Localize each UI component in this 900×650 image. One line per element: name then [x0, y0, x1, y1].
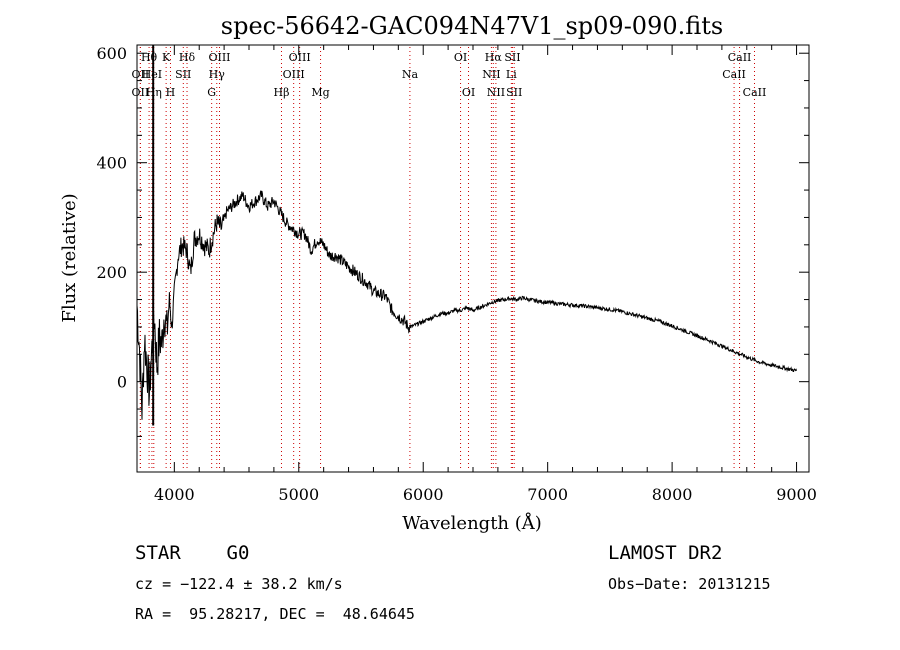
- survey-name: LAMOST DR2: [608, 542, 723, 564]
- redshift-info: cz = −122.4 ± 38.2 km/s: [135, 575, 343, 593]
- x-tick-label: 5000: [278, 485, 319, 504]
- line-label: OIII: [289, 51, 311, 64]
- axis-ticks: [137, 45, 809, 472]
- obs-date: Obs−Date: 20131215: [608, 575, 771, 593]
- line-label: Mg: [311, 86, 329, 99]
- spectral-line-markers: [139, 47, 755, 471]
- line-label: CaII: [743, 86, 767, 99]
- x-tick-label: 9000: [776, 485, 817, 504]
- line-label: Na: [402, 68, 419, 81]
- line-label: OII: [132, 68, 150, 81]
- line-label: K: [162, 51, 171, 64]
- x-axis-label: Wavelength (Å): [402, 512, 542, 534]
- plot-frame: [136, 44, 810, 473]
- line-label: HeI: [142, 68, 162, 81]
- line-label: Hβ: [274, 86, 290, 99]
- line-label: NII: [482, 68, 500, 81]
- line-label: OIII: [208, 51, 230, 64]
- x-tick-label: 6000: [403, 485, 444, 504]
- line-label: OI: [462, 86, 475, 99]
- line-label: H: [166, 86, 176, 99]
- line-label: OIII: [283, 68, 305, 81]
- line-label: SII: [175, 68, 191, 81]
- line-label: Hγ: [209, 68, 226, 81]
- spectrum-line: [136, 190, 798, 420]
- x-tick-label: 4000: [154, 485, 195, 504]
- star-class: STAR G0: [135, 542, 250, 564]
- axis-tick-labels: 4000 5000 6000 7000 8000 9000 0 200 400 600: [96, 44, 816, 504]
- y-tick-label: 600: [96, 44, 127, 63]
- line-label: SII: [504, 51, 520, 64]
- line-label: Li: [506, 68, 517, 81]
- line-label: OI: [454, 51, 467, 64]
- line-label: CaII: [728, 51, 752, 64]
- line-label: SII: [506, 86, 522, 99]
- y-tick-label: 400: [96, 154, 127, 173]
- line-label: OII: [132, 86, 150, 99]
- coordinates: RA = 95.28217, DEC = 48.64645: [135, 605, 415, 623]
- y-tick-label: 200: [96, 263, 127, 282]
- y-axis-label: Flux (relative): [59, 193, 80, 322]
- x-tick-label: 7000: [527, 485, 568, 504]
- line-label: NII: [487, 86, 505, 99]
- spectrum-series: [136, 45, 798, 426]
- x-tick-label: 8000: [652, 485, 693, 504]
- chart-title: spec-56642-GAC094N47V1_sp09-090.fits: [221, 12, 723, 40]
- line-label: G: [207, 86, 216, 99]
- line-label: CaII: [722, 68, 746, 81]
- line-label: Hδ: [179, 51, 196, 64]
- spectral-line-labels: HθOIIOIIHηHeIKHSIIHδOIIIHγGHβOIIIOIIIMgN…: [132, 51, 767, 99]
- line-label: Hα: [485, 51, 503, 64]
- y-tick-label: 0: [117, 373, 127, 392]
